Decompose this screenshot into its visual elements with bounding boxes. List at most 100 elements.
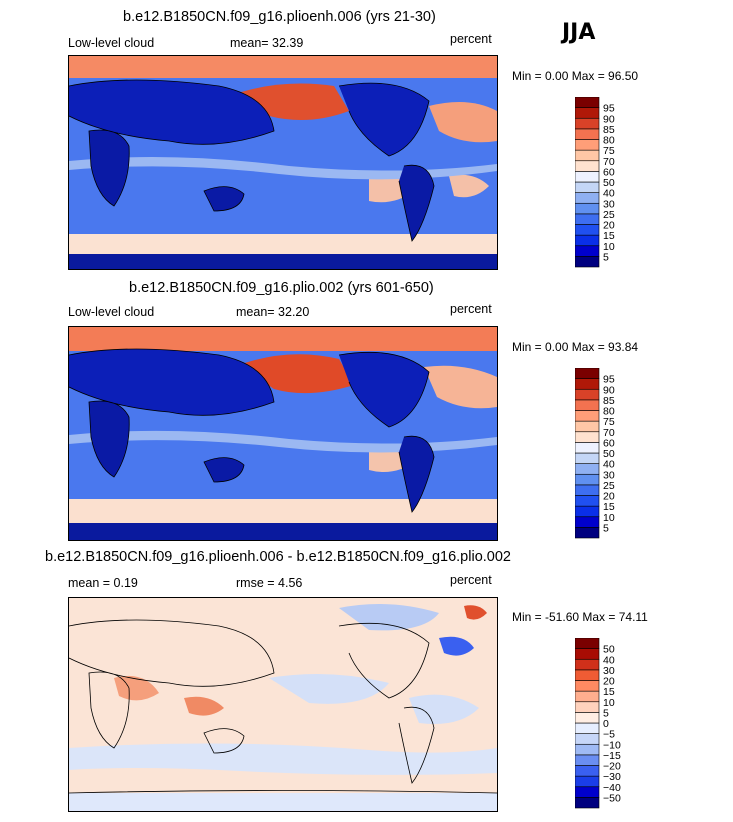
antarctica-band [69, 523, 497, 540]
colorbar-tick-label: 5 [603, 707, 609, 719]
panel-2-variable-label: Low-level cloud [68, 305, 155, 319]
colorbar-tick-label: −15 [603, 750, 621, 762]
australia-landmass [204, 457, 244, 482]
colorbar-box [575, 202, 600, 215]
colorbar-box [575, 245, 600, 257]
colorbar-tick-label: 0 [603, 718, 609, 730]
colorbar-box [575, 378, 600, 390]
colorbar-box [575, 420, 600, 433]
colorbar-tick-label: 90 [603, 384, 615, 396]
negative-anomaly-atlantic [409, 694, 479, 724]
colorbar-tick-label: −40 [603, 782, 621, 794]
colorbar-tick-label: 75 [603, 416, 615, 428]
colorbar-tick-label: 60 [603, 437, 615, 449]
colorbar-tick-label: 85 [603, 395, 615, 407]
colorbar-tick-label: 70 [603, 427, 615, 439]
colorbar-tick-label: −50 [603, 792, 621, 804]
colorbar-box [575, 473, 600, 486]
colorbar-tick-label: 95 [603, 103, 615, 115]
panel-2-map-plot [69, 327, 497, 540]
north-atlantic-cloud [424, 365, 497, 409]
colorbar-tick-label: 20 [603, 491, 615, 503]
tropical-light-band [69, 430, 497, 453]
colorbar-box [575, 171, 600, 183]
colorbar-box [575, 648, 600, 660]
colorbar-box [575, 765, 600, 777]
panel-1-minmax: Min = 0.00 Max = 96.50 [512, 69, 639, 83]
colorbar-box [575, 224, 600, 236]
panel-2-minmax: Min = 0.00 Max = 93.84 [512, 340, 639, 354]
north-america-landmass [339, 83, 429, 156]
colorbar-tick-label: 50 [603, 448, 615, 460]
colorbar-tick-label: −20 [603, 761, 621, 773]
colorbar-tick-label: 20 [603, 220, 615, 232]
southeast-atlantic-cloud [449, 174, 489, 198]
colorbar-tick-label: 50 [603, 177, 615, 189]
colorbar-box [575, 431, 600, 443]
colorbar-tick-label: 90 [603, 113, 615, 125]
panel-1-variable-label: Low-level cloud [68, 36, 155, 50]
maritime-continent [184, 696, 224, 716]
colorbar-tick-label: 10 [603, 241, 615, 253]
colorbar-box [575, 128, 600, 140]
colorbar-box [575, 399, 600, 411]
colorbar-box [575, 149, 600, 162]
africa-landmass [89, 130, 130, 206]
colorbar-box [575, 786, 600, 798]
colorbar-tick-label: 30 [603, 469, 615, 481]
panel-2-title: b.e12.B1850CN.f09_g16.plio.002 (yrs 601-… [129, 280, 434, 296]
season-label: JJA [562, 20, 596, 45]
colorbar-tick-label: 10 [603, 697, 615, 709]
antarctica-band [69, 793, 497, 811]
colorbar-tick-label: −30 [603, 771, 621, 783]
colorbar-box [575, 139, 600, 151]
colorbar-box [575, 256, 600, 268]
colorbar-tick-label: 85 [603, 124, 615, 136]
colorbar-tick-label: 15 [603, 501, 615, 513]
colorbar-box [575, 368, 600, 379]
colorbar-box [575, 775, 600, 788]
panel-3-map-plot [69, 598, 497, 811]
colorbar-box [575, 213, 600, 225]
colorbar-tick-label: 40 [603, 188, 615, 200]
tropical-light-band [69, 157, 497, 180]
colorbar-tick-label: 75 [603, 145, 615, 157]
colorbar-box [575, 797, 600, 809]
panel-2-units-label: percent [450, 302, 492, 316]
panel-1-map-plot [69, 56, 497, 269]
colorbar-box [575, 690, 600, 703]
greenland-positive [464, 605, 487, 620]
colorbar-box [575, 192, 600, 204]
colorbar-box [575, 234, 600, 247]
coastlines [69, 348, 435, 513]
colorbar-box [575, 669, 600, 681]
colorbar-box [575, 442, 600, 454]
colorbar-box [575, 495, 600, 507]
negative-anomaly-southern [69, 743, 497, 775]
colorbar-tick-label: 15 [603, 230, 615, 242]
colorbar-box [575, 658, 600, 671]
panel-3-rmse-label: rmse = 4.56 [236, 576, 303, 590]
southern-ocean-band [69, 499, 497, 523]
panel-3-minmax: Min = -51.60 Max = 74.11 [512, 610, 648, 624]
africa-landmass [89, 401, 130, 477]
colorbar-tick-label: 60 [603, 166, 615, 178]
colorbar-box [575, 754, 600, 766]
coastlines [69, 619, 497, 794]
colorbar-tick-label: 20 [603, 676, 615, 688]
colorbar-tick-label: 50 [603, 644, 615, 656]
colorbar-box [575, 463, 600, 475]
colorbar-tick-label: 25 [603, 480, 615, 492]
eurasia-landmass [69, 349, 274, 416]
north-atlantic-cloud [429, 102, 497, 143]
colorbar-box [575, 701, 600, 713]
colorbar-tick-label: 95 [603, 374, 615, 386]
panel-1-units-label: percent [450, 32, 492, 46]
colorbar-tick-label: −5 [603, 729, 615, 741]
panel-3-map [68, 597, 498, 812]
arctic-anomaly [339, 604, 439, 631]
negative-anomaly-pacific [269, 674, 389, 704]
colorbar-box [575, 638, 600, 649]
